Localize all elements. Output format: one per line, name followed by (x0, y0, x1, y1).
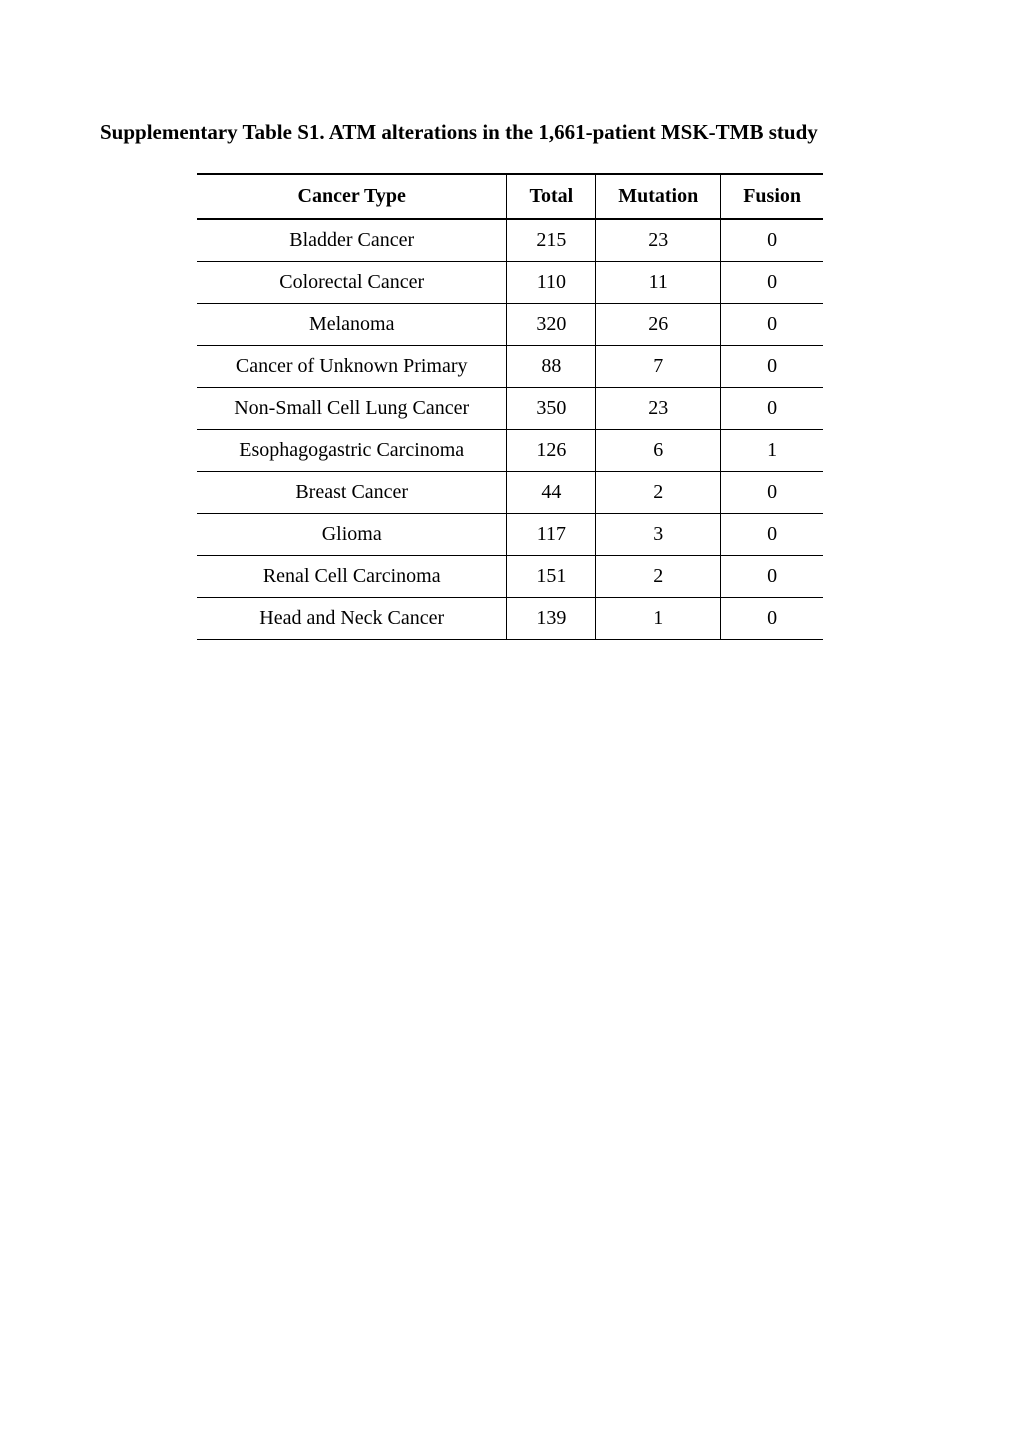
data-table: Cancer Type Total Mutation Fusion Bladde… (197, 173, 823, 640)
cell-fusion: 0 (721, 472, 823, 514)
table-row: Melanoma 320 26 0 (197, 304, 823, 346)
table-row: Breast Cancer 44 2 0 (197, 472, 823, 514)
cell-mutation: 1 (596, 598, 721, 640)
cell-fusion: 0 (721, 388, 823, 430)
cell-mutation: 11 (596, 262, 721, 304)
cell-fusion: 0 (721, 262, 823, 304)
cell-mutation: 2 (596, 472, 721, 514)
cell-fusion: 0 (721, 514, 823, 556)
cell-cancer-type: Bladder Cancer (197, 219, 507, 262)
cell-cancer-type: Non-Small Cell Lung Cancer (197, 388, 507, 430)
cell-total: 126 (507, 430, 596, 472)
cell-mutation: 7 (596, 346, 721, 388)
cell-total: 110 (507, 262, 596, 304)
cell-fusion: 0 (721, 598, 823, 640)
cell-cancer-type: Esophagogastric Carcinoma (197, 430, 507, 472)
cell-total: 215 (507, 219, 596, 262)
cell-cancer-type: Glioma (197, 514, 507, 556)
header-mutation: Mutation (596, 174, 721, 219)
cell-cancer-type: Melanoma (197, 304, 507, 346)
cell-fusion: 0 (721, 556, 823, 598)
cell-total: 117 (507, 514, 596, 556)
table-row: Cancer of Unknown Primary 88 7 0 (197, 346, 823, 388)
cell-total: 44 (507, 472, 596, 514)
cell-mutation: 6 (596, 430, 721, 472)
cell-cancer-type: Breast Cancer (197, 472, 507, 514)
table-row: Colorectal Cancer 110 11 0 (197, 262, 823, 304)
cell-cancer-type: Head and Neck Cancer (197, 598, 507, 640)
cell-fusion: 1 (721, 430, 823, 472)
table-row: Renal Cell Carcinoma 151 2 0 (197, 556, 823, 598)
table-body: Bladder Cancer 215 23 0 Colorectal Cance… (197, 219, 823, 640)
table-row: Esophagogastric Carcinoma 126 6 1 (197, 430, 823, 472)
cell-fusion: 0 (721, 219, 823, 262)
header-cancer-type: Cancer Type (197, 174, 507, 219)
table-row: Head and Neck Cancer 139 1 0 (197, 598, 823, 640)
header-fusion: Fusion (721, 174, 823, 219)
cell-total: 139 (507, 598, 596, 640)
cell-mutation: 23 (596, 388, 721, 430)
cell-mutation: 2 (596, 556, 721, 598)
table-row: Glioma 117 3 0 (197, 514, 823, 556)
header-total: Total (507, 174, 596, 219)
table-header-row: Cancer Type Total Mutation Fusion (197, 174, 823, 219)
cell-total: 350 (507, 388, 596, 430)
table-row: Bladder Cancer 215 23 0 (197, 219, 823, 262)
table-row: Non-Small Cell Lung Cancer 350 23 0 (197, 388, 823, 430)
cell-cancer-type: Renal Cell Carcinoma (197, 556, 507, 598)
cell-cancer-type: Colorectal Cancer (197, 262, 507, 304)
cell-cancer-type: Cancer of Unknown Primary (197, 346, 507, 388)
cell-mutation: 3 (596, 514, 721, 556)
table-title: Supplementary Table S1. ATM alterations … (100, 120, 920, 145)
cell-total: 151 (507, 556, 596, 598)
cell-total: 320 (507, 304, 596, 346)
cell-total: 88 (507, 346, 596, 388)
cell-mutation: 23 (596, 219, 721, 262)
cell-fusion: 0 (721, 304, 823, 346)
cell-fusion: 0 (721, 346, 823, 388)
cell-mutation: 26 (596, 304, 721, 346)
table-container: Cancer Type Total Mutation Fusion Bladde… (100, 173, 920, 640)
